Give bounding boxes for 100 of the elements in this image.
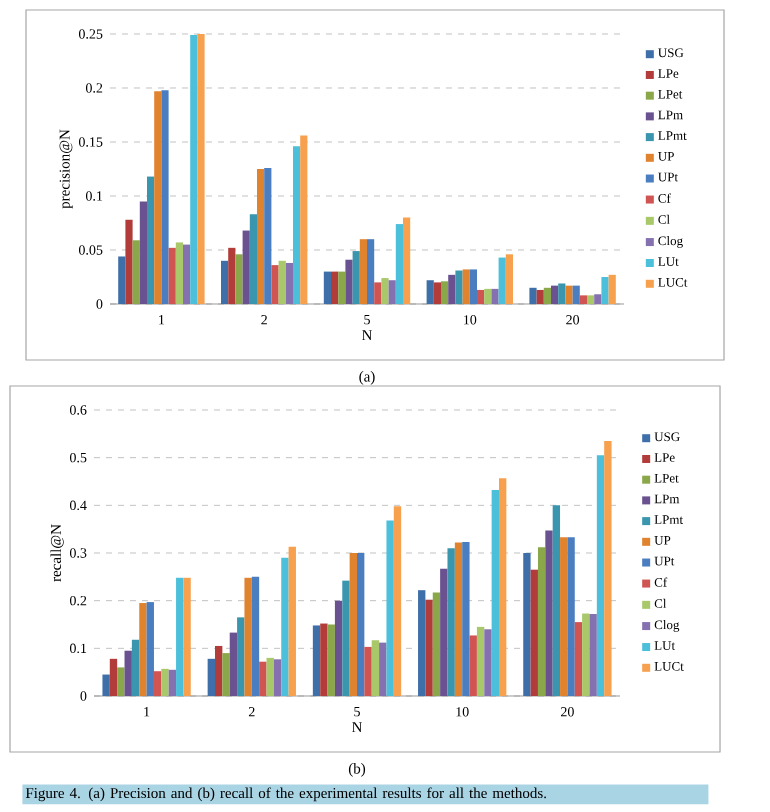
bar bbox=[441, 281, 449, 304]
bar bbox=[560, 537, 568, 696]
bar bbox=[364, 646, 372, 696]
bar bbox=[545, 530, 553, 696]
bar bbox=[386, 520, 394, 696]
bar bbox=[207, 658, 215, 696]
bar bbox=[558, 283, 566, 304]
bar bbox=[278, 260, 286, 304]
bar bbox=[572, 285, 580, 304]
bar bbox=[574, 622, 583, 696]
bar bbox=[426, 280, 434, 304]
bar bbox=[476, 626, 485, 696]
bar bbox=[418, 590, 426, 696]
bar bbox=[175, 242, 183, 304]
bar bbox=[505, 254, 513, 304]
bar bbox=[374, 282, 382, 304]
bar bbox=[118, 256, 126, 304]
bar bbox=[259, 661, 267, 696]
bar bbox=[139, 201, 147, 304]
bar bbox=[567, 537, 575, 696]
bar bbox=[176, 577, 184, 696]
bar bbox=[102, 674, 110, 696]
bar bbox=[537, 547, 546, 696]
bar bbox=[251, 576, 260, 696]
bar bbox=[331, 271, 339, 304]
bar bbox=[529, 287, 537, 304]
bar bbox=[154, 91, 162, 304]
bar bbox=[440, 568, 448, 696]
bar bbox=[589, 614, 597, 696]
bar bbox=[579, 295, 587, 304]
bar bbox=[601, 276, 609, 304]
bar bbox=[271, 265, 279, 304]
bar bbox=[345, 259, 353, 304]
bar bbox=[448, 274, 456, 304]
bar bbox=[536, 289, 544, 304]
bar bbox=[491, 490, 499, 696]
bar bbox=[264, 167, 272, 304]
bar bbox=[552, 505, 561, 696]
bar bbox=[462, 269, 470, 304]
bar bbox=[139, 603, 147, 696]
bar bbox=[266, 657, 274, 696]
bar bbox=[530, 569, 538, 696]
bar bbox=[109, 658, 118, 696]
bar bbox=[229, 632, 238, 696]
bar bbox=[161, 90, 169, 304]
bar bbox=[132, 240, 140, 304]
bar bbox=[403, 217, 411, 304]
bar bbox=[147, 176, 155, 304]
bar bbox=[257, 168, 265, 304]
bar bbox=[357, 553, 365, 696]
bar bbox=[244, 577, 252, 696]
bar bbox=[596, 455, 605, 696]
bar bbox=[454, 542, 463, 696]
bar bbox=[594, 294, 602, 304]
bar bbox=[183, 244, 191, 304]
bar bbox=[432, 592, 441, 696]
bar bbox=[523, 553, 531, 696]
bar bbox=[388, 280, 396, 304]
bar bbox=[288, 546, 296, 696]
bar bbox=[124, 650, 132, 696]
bar bbox=[469, 269, 477, 304]
bar bbox=[447, 548, 455, 696]
bar bbox=[484, 288, 492, 304]
bar bbox=[125, 219, 133, 304]
bar bbox=[425, 599, 433, 696]
bar bbox=[222, 653, 230, 696]
bar bbox=[197, 33, 205, 304]
bar bbox=[285, 262, 293, 304]
bar bbox=[608, 274, 616, 304]
bar bbox=[582, 613, 590, 696]
bar bbox=[228, 247, 236, 304]
bar bbox=[367, 239, 375, 304]
bar bbox=[338, 271, 346, 304]
bar bbox=[543, 287, 551, 304]
bar bbox=[359, 239, 368, 304]
bar bbox=[146, 602, 154, 696]
bar bbox=[395, 224, 403, 304]
bar bbox=[499, 478, 507, 696]
bar bbox=[381, 278, 389, 304]
bar bbox=[551, 285, 559, 304]
bar bbox=[462, 542, 470, 696]
bar bbox=[235, 254, 243, 304]
bar bbox=[498, 257, 506, 304]
bar bbox=[117, 667, 125, 696]
bar bbox=[327, 624, 335, 696]
bar bbox=[342, 580, 350, 696]
bar bbox=[249, 214, 257, 304]
bar bbox=[491, 288, 499, 304]
bar bbox=[433, 282, 441, 304]
bar bbox=[320, 623, 328, 696]
bar bbox=[352, 251, 360, 304]
bar bbox=[168, 669, 177, 696]
bar bbox=[469, 635, 477, 696]
bar bbox=[312, 625, 321, 696]
bar bbox=[221, 260, 229, 304]
bar bbox=[273, 659, 282, 696]
bar bbox=[183, 577, 191, 696]
bar bbox=[300, 135, 308, 304]
bar bbox=[379, 642, 387, 696]
bar bbox=[334, 600, 343, 696]
